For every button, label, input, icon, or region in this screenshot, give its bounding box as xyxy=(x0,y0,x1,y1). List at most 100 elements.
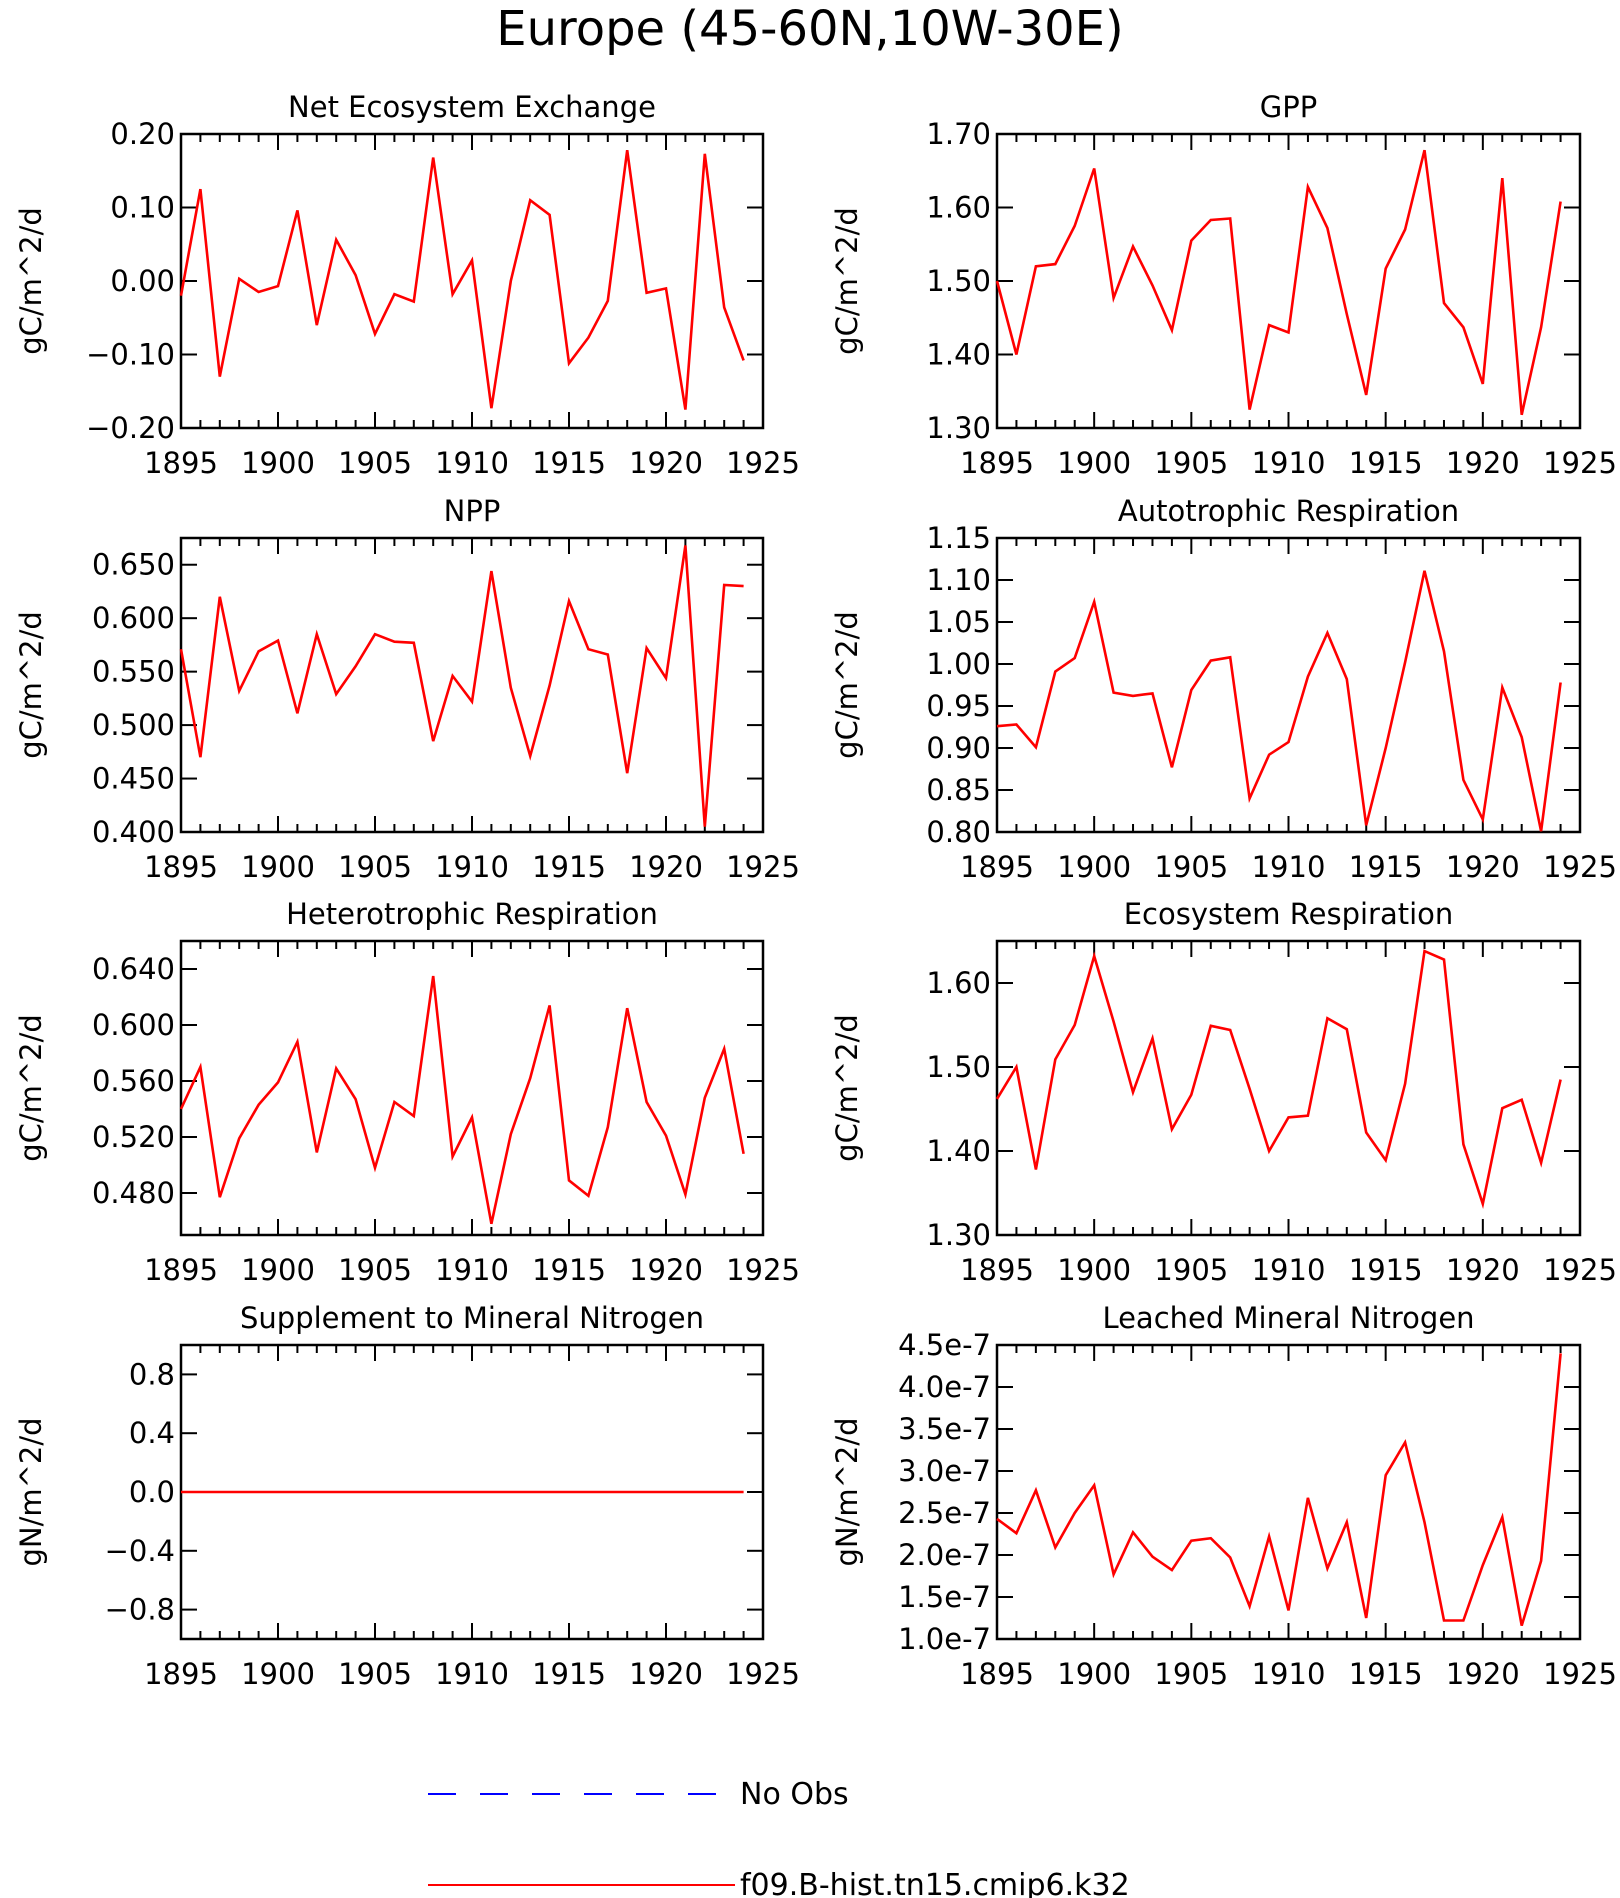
y-tick-label: 0.600 xyxy=(92,1008,175,1042)
y-tick-label: 0.400 xyxy=(92,815,175,849)
panel-title: Net Ecosystem Exchange xyxy=(288,90,656,124)
x-tick-label: 1910 xyxy=(1252,1253,1326,1287)
plot-frame xyxy=(995,536,1582,834)
x-tick-label: 1920 xyxy=(1446,850,1520,884)
panel-title: Ecosystem Respiration xyxy=(1124,897,1454,931)
panel-title: Supplement to Mineral Nitrogen xyxy=(240,1301,704,1335)
y-tick-label: 1.00 xyxy=(926,647,991,681)
y-tick-label: 4.5e-7 xyxy=(898,1328,991,1362)
y-tick-label: 0.560 xyxy=(92,1064,175,1098)
x-tick-label: 1905 xyxy=(338,850,412,884)
panel-title: Autotrophic Respiration xyxy=(1118,494,1459,528)
y-tick-label: −0.10 xyxy=(86,338,175,372)
panels: Net Ecosystem Exchange gC/m^2/d 1895 1900 19… xyxy=(14,90,1617,1691)
y-tick-label: 0.600 xyxy=(92,601,175,635)
plot-frame xyxy=(179,939,765,1237)
y-tick-label: 0.10 xyxy=(110,191,175,225)
y-axis-label: gN/m^2/d xyxy=(14,1417,48,1566)
panel-title: Heterotrophic Respiration xyxy=(286,897,658,931)
y-tick-label: 0.85 xyxy=(926,773,991,807)
x-tick-label: 1915 xyxy=(532,446,606,480)
y-tick-label: −0.20 xyxy=(86,411,175,445)
plot-frame xyxy=(179,132,765,430)
x-tick-label: 1920 xyxy=(629,446,703,480)
x-tick-label: 1895 xyxy=(960,850,1034,884)
y-axis-label: gC/m^2/d xyxy=(830,611,864,759)
y-tick-label: 0.90 xyxy=(926,731,991,765)
x-tick-label: 1925 xyxy=(726,1657,800,1691)
y-axis-label: gC/m^2/d xyxy=(14,1014,48,1162)
y-tick-label: 1.10 xyxy=(926,563,991,597)
x-tick-label: 1895 xyxy=(960,446,1034,480)
y-axis-label: gC/m^2/d xyxy=(14,611,48,759)
x-tick-label: 1895 xyxy=(144,1253,218,1287)
y-tick-label: 1.60 xyxy=(926,191,991,225)
y-axis-label: gC/m^2/d xyxy=(14,207,48,355)
x-tick-label: 1925 xyxy=(1543,446,1617,480)
chart-panel-4: Autotrophic Respiration gC/m^2/d 1895 1900 1… xyxy=(830,494,1617,884)
x-tick-label: 1900 xyxy=(1057,1253,1131,1287)
x-tick-label: 1895 xyxy=(144,850,218,884)
x-tick-label: 1900 xyxy=(241,446,315,480)
y-axis-label: gN/m^2/d xyxy=(830,1417,864,1566)
x-tick-label: 1905 xyxy=(1154,850,1228,884)
y-tick-label: 0.4 xyxy=(129,1416,175,1450)
panel-title: NPP xyxy=(444,494,501,528)
x-tick-label: 1925 xyxy=(726,850,800,884)
x-tick-label: 1900 xyxy=(241,1657,315,1691)
x-tick-label: 1925 xyxy=(1543,850,1617,884)
y-tick-label: 0.0 xyxy=(129,1475,175,1509)
x-tick-label: 1925 xyxy=(726,446,800,480)
x-tick-label: 1925 xyxy=(1543,1253,1617,1287)
y-tick-label: 1.60 xyxy=(926,966,991,1000)
chart-panel-6: Ecosystem Respiration gC/m^2/d 1895 1900 190… xyxy=(830,897,1617,1287)
y-axis-label: gC/m^2/d xyxy=(830,1014,864,1162)
y-tick-label: 0.550 xyxy=(92,655,175,689)
series-line xyxy=(179,545,744,827)
y-tick-label: 0.00 xyxy=(110,264,175,298)
series-line xyxy=(995,149,1562,416)
x-tick-label: 1900 xyxy=(1057,1657,1131,1691)
plot-frame xyxy=(995,939,1582,1237)
x-tick-label: 1910 xyxy=(435,1657,509,1691)
chart-panel-3: NPP gC/m^2/d 1895 1900 1905 1910 1915 1920 1925 0… xyxy=(14,494,800,884)
x-tick-label: 1895 xyxy=(960,1253,1034,1287)
chart-panel-8: Leached Mineral Nitrogen gN/m^2/d 1895 1900… xyxy=(830,1301,1617,1691)
y-tick-label: 0.480 xyxy=(92,1176,175,1210)
series-line xyxy=(179,150,745,410)
x-tick-label: 1925 xyxy=(1543,1657,1617,1691)
y-tick-label: 0.640 xyxy=(92,952,175,986)
y-tick-label: 1.50 xyxy=(926,264,991,298)
series-line xyxy=(996,570,1562,832)
plot-frame xyxy=(995,1343,1582,1641)
x-tick-label: 1910 xyxy=(435,850,509,884)
series-line xyxy=(179,975,745,1225)
x-tick-label: 1910 xyxy=(435,446,509,480)
x-tick-label: 1905 xyxy=(338,446,412,480)
y-tick-label: 0.520 xyxy=(92,1120,175,1154)
x-tick-label: 1900 xyxy=(1057,850,1131,884)
x-tick-label: 1905 xyxy=(338,1657,412,1691)
series-line xyxy=(996,1353,1562,1626)
legend-label-no-obs: No Obs xyxy=(740,1777,849,1812)
x-tick-label: 1895 xyxy=(960,1657,1034,1691)
x-tick-label: 1910 xyxy=(1252,1657,1326,1691)
y-tick-label: 0.20 xyxy=(110,117,175,151)
x-tick-label: 1920 xyxy=(629,1253,703,1287)
x-tick-label: 1900 xyxy=(1057,446,1131,480)
x-tick-label: 1920 xyxy=(1446,1253,1520,1287)
y-tick-label: 0.8 xyxy=(129,1357,175,1391)
legend: No Obs f09.B-hist.tn15.cmip6.k32 xyxy=(428,1777,1130,1898)
y-tick-label: 1.30 xyxy=(926,411,991,445)
chart-panel-2: GPP gC/m^2/d 1895 1900 1905 1910 1915 1920 1925 1… xyxy=(830,90,1617,480)
y-tick-label: 1.40 xyxy=(926,338,991,372)
x-tick-label: 1915 xyxy=(532,1657,606,1691)
panel-title: GPP xyxy=(1260,90,1317,124)
y-tick-label: 0.500 xyxy=(92,708,175,742)
x-tick-label: 1905 xyxy=(1154,446,1228,480)
x-tick-label: 1915 xyxy=(1349,1657,1423,1691)
panel-title: Leached Mineral Nitrogen xyxy=(1102,1301,1474,1335)
x-tick-label: 1915 xyxy=(532,850,606,884)
series-line xyxy=(995,949,1562,1209)
